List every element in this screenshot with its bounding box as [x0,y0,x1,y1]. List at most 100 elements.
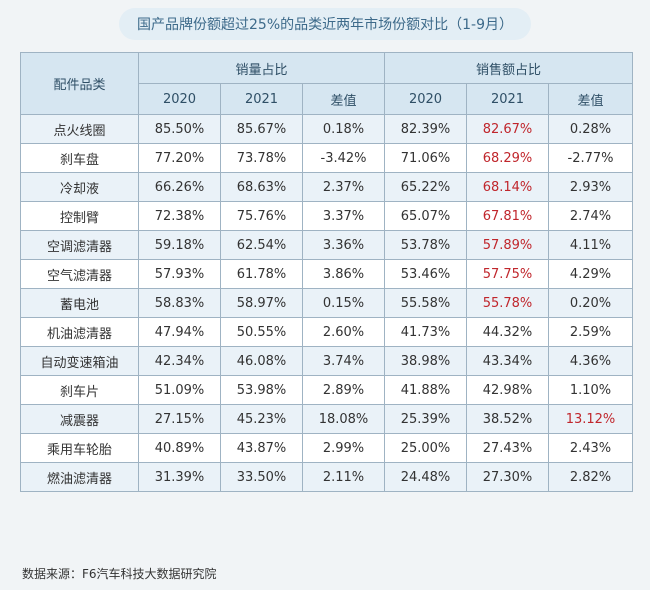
table-row: 燃油滤清器 31.39% 33.50% 2.11% 24.48% 27.30% … [20,462,634,492]
volume-2020-cell: 57.93% [138,259,221,289]
sales-diff-cell: 4.36% [547,346,634,376]
volume-diff-cell: 3.37% [302,201,385,231]
volume-diff-cell: 2.89% [302,375,385,405]
sales-2020-cell: 41.73% [384,317,467,347]
volume-2020-cell: 85.50% [138,114,221,144]
volume-2021-cell: 46.08% [220,346,303,376]
sales-diff-cell: 4.29% [547,259,634,289]
header-row-2: 2020 2021 差值 2020 2021 差值 [21,83,634,115]
sales-2021-cell: 67.81% [466,201,549,231]
volume-2021-cell: 43.87% [220,433,303,463]
sales-diff-cell: 2.43% [547,433,634,463]
volume-2020-cell: 59.18% [138,230,221,260]
table-row: 刹车盘 77.20% 73.78% -3.42% 71.06% 68.29% -… [20,143,634,173]
sales-2021-cell: 55.78% [466,288,549,318]
volume-2020-cell: 66.26% [138,172,221,202]
volume-2021-cell: 50.55% [220,317,303,347]
sales-2021-cell: 27.43% [466,433,549,463]
sales-diff-cell: 1.10% [547,375,634,405]
sales-diff-cell: 2.59% [547,317,634,347]
category-name: 空调滤清器 [20,230,139,260]
sales-diff-cell: 0.20% [547,288,634,318]
volume-2021-cell: 75.76% [220,201,303,231]
volume-2020-cell: 31.39% [138,462,221,492]
sales-diff-cell: 13.12% [547,404,634,434]
sales-diff-cell: 2.82% [547,462,634,492]
volume-diff-cell: 0.15% [302,288,385,318]
volume-2021-cell: 45.23% [220,404,303,434]
table-row: 控制臂 72.38% 75.76% 3.37% 65.07% 67.81% 2.… [20,201,634,231]
sales-2020-cell: 53.46% [384,259,467,289]
sales-2020-cell: 65.22% [384,172,467,202]
share-comparison-table: 配件品类 销量占比 销售额占比 2020 2021 差值 2020 2021 差… [20,52,634,492]
sales-2021-cell: 57.89% [466,230,549,260]
table-row: 减震器 27.15% 45.23% 18.08% 25.39% 38.52% 1… [20,404,634,434]
volume-diff-cell: 2.37% [302,172,385,202]
volume-2020-cell: 42.34% [138,346,221,376]
volume-2020-cell: 27.15% [138,404,221,434]
volume-diff-cell: -3.42% [302,143,385,173]
sales-2020-cell: 53.78% [384,230,467,260]
header-sales-2020: 2020 [384,83,467,115]
sales-2020-cell: 82.39% [384,114,467,144]
volume-diff-cell: 0.18% [302,114,385,144]
table-row: 刹车片 51.09% 53.98% 2.89% 41.88% 42.98% 1.… [20,375,634,405]
category-name: 控制臂 [20,201,139,231]
data-source-note: 数据来源：F6汽车科技大数据研究院 [22,567,217,581]
table-row: 点火线圈 85.50% 85.67% 0.18% 82.39% 82.67% 0… [20,114,634,144]
sales-2021-cell: 42.98% [466,375,549,405]
sales-2021-cell: 44.32% [466,317,549,347]
sales-2020-cell: 38.98% [384,346,467,376]
volume-2020-cell: 72.38% [138,201,221,231]
sales-2021-cell: 27.30% [466,462,549,492]
volume-2021-cell: 68.63% [220,172,303,202]
sales-diff-cell: 2.93% [547,172,634,202]
header-category: 配件品类 [20,52,139,115]
sales-diff-cell: -2.77% [547,143,634,173]
header-sales-diff: 差值 [547,83,634,115]
volume-diff-cell: 3.74% [302,346,385,376]
header-volume-2021: 2021 [220,83,303,115]
volume-diff-cell: 3.86% [302,259,385,289]
sales-2020-cell: 25.39% [384,404,467,434]
category-name: 刹车盘 [20,143,139,173]
sales-2020-cell: 71.06% [384,143,467,173]
volume-2020-cell: 77.20% [138,143,221,173]
sales-2020-cell: 24.48% [384,462,467,492]
header-sales-share: 销售额占比 [383,52,634,84]
category-name: 减震器 [20,404,139,434]
category-name: 机油滤清器 [20,317,139,347]
table-row: 空气滤清器 57.93% 61.78% 3.86% 53.46% 57.75% … [20,259,634,289]
table-row: 空调滤清器 59.18% 62.54% 3.36% 53.78% 57.89% … [20,230,634,260]
table-row: 冷却液 66.26% 68.63% 2.37% 65.22% 68.14% 2.… [20,172,634,202]
sales-2021-cell: 82.67% [466,114,549,144]
header-volume-diff: 差值 [302,83,385,115]
volume-diff-cell: 18.08% [302,404,385,434]
volume-2021-cell: 85.67% [220,114,303,144]
volume-2020-cell: 47.94% [138,317,221,347]
page-title: 国产品牌份额超过25%的品类近两年市场份额对比（1-9月） [119,8,531,40]
table-row: 机油滤清器 47.94% 50.55% 2.60% 41.73% 44.32% … [20,317,634,347]
sales-2020-cell: 41.88% [384,375,467,405]
sales-diff-cell: 0.28% [547,114,634,144]
sales-2021-cell: 57.75% [466,259,549,289]
volume-2020-cell: 58.83% [138,288,221,318]
category-name: 冷却液 [20,172,139,202]
sales-2020-cell: 25.00% [384,433,467,463]
volume-2021-cell: 62.54% [220,230,303,260]
category-name: 蓄电池 [20,288,139,318]
category-name: 点火线圈 [20,114,139,144]
volume-2021-cell: 53.98% [220,375,303,405]
sales-2021-cell: 43.34% [466,346,549,376]
table-row: 自动变速箱油 42.34% 46.08% 3.74% 38.98% 43.34%… [20,346,634,376]
sales-2020-cell: 65.07% [384,201,467,231]
category-name: 自动变速箱油 [20,346,139,376]
volume-2020-cell: 51.09% [138,375,221,405]
volume-diff-cell: 3.36% [302,230,385,260]
category-name: 燃油滤清器 [20,462,139,492]
category-name: 空气滤清器 [20,259,139,289]
header-row-1: 配件品类 销量占比 销售额占比 [20,52,634,115]
volume-2020-cell: 40.89% [138,433,221,463]
table-row: 蓄电池 58.83% 58.97% 0.15% 55.58% 55.78% 0.… [20,288,634,318]
header-volume-2020: 2020 [138,83,221,115]
